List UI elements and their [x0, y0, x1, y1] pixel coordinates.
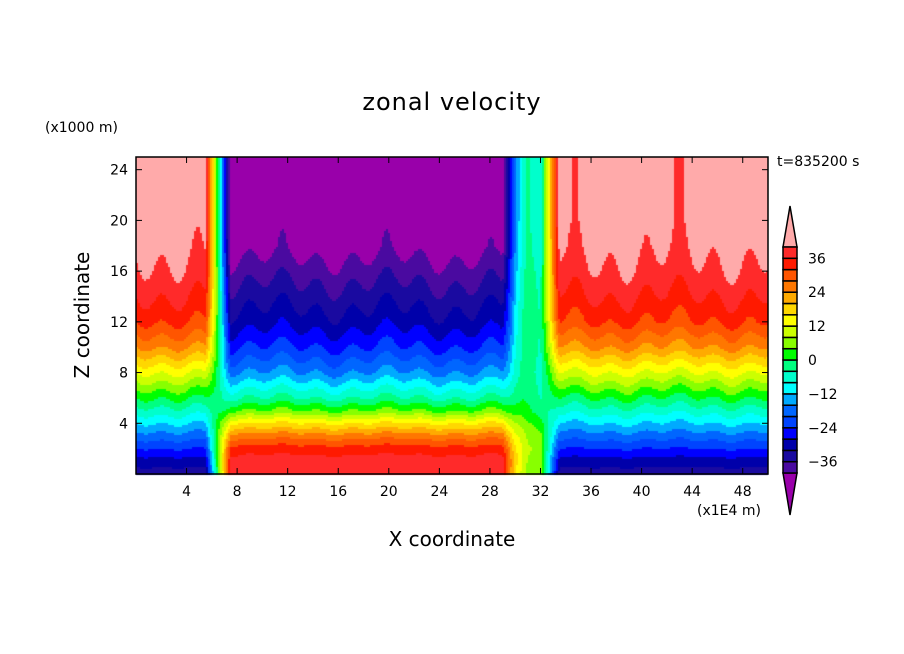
y-tick-label: 4	[119, 416, 128, 432]
x-tick-label: 12	[279, 484, 297, 500]
x-tick-label: 28	[481, 484, 499, 500]
x-axis-label: X coordinate	[388, 527, 516, 551]
plot-frame	[135, 156, 769, 475]
x-tick-label: 44	[683, 484, 701, 500]
colorbar-box	[782, 268, 798, 282]
x-tick-label: 8	[233, 484, 242, 500]
y-tick-label: 24	[110, 163, 128, 179]
x-tick-label: 40	[633, 484, 651, 500]
x-tick-label: 4	[182, 484, 191, 500]
colorbar-box	[782, 381, 798, 395]
colorbar-box	[782, 359, 798, 373]
colorbar-box	[782, 257, 798, 271]
colorbar-box	[782, 291, 798, 305]
y-tick-label: 12	[110, 315, 128, 331]
chart-title: zonal velocity	[362, 88, 542, 116]
colorbar-box	[782, 460, 798, 474]
colorbar-under-triangle	[782, 472, 798, 516]
y-axis-label: Z coordinate	[70, 251, 94, 379]
colorbar-label: 12	[808, 319, 826, 335]
colorbar-box	[782, 393, 798, 406]
x-tick-label: 36	[582, 484, 600, 500]
colorbar-box	[782, 427, 798, 440]
colorbar-box	[782, 404, 798, 418]
colorbar-label: −12	[808, 387, 838, 403]
colorbar-box	[782, 246, 798, 260]
colorbar-over-triangle	[782, 205, 798, 248]
colorbar-box	[782, 325, 798, 339]
colorbar-label: −24	[808, 421, 838, 437]
colorbar-label: −36	[808, 455, 838, 471]
colorbar-box	[782, 302, 798, 316]
y-tick-label: 16	[110, 264, 128, 280]
z-unit-label: (x1000 m)	[45, 120, 118, 136]
x-tick-label: 20	[380, 484, 398, 500]
y-tick-label: 20	[110, 213, 128, 229]
colorbar-box	[782, 314, 798, 327]
colorbar-box	[782, 438, 798, 452]
colorbar-label: 24	[808, 285, 826, 301]
colorbar-box	[782, 347, 798, 361]
colorbar-label: 36	[808, 251, 826, 267]
colorbar-box	[782, 336, 798, 350]
x-tick-label: 16	[329, 484, 347, 500]
colorbar-box	[782, 415, 798, 429]
colorbar-box	[782, 370, 798, 384]
x-tick-label: 48	[734, 484, 752, 500]
y-tick-label: 8	[119, 366, 128, 382]
time-label: t=835200 s	[777, 154, 860, 170]
x-tick-label: 24	[430, 484, 448, 500]
x-tick-label: 32	[532, 484, 550, 500]
x-unit-label: (x1E4 m)	[697, 503, 761, 519]
colorbar-box	[782, 280, 798, 293]
colorbar-label: 0	[808, 353, 817, 369]
colorbar-box	[782, 449, 798, 463]
